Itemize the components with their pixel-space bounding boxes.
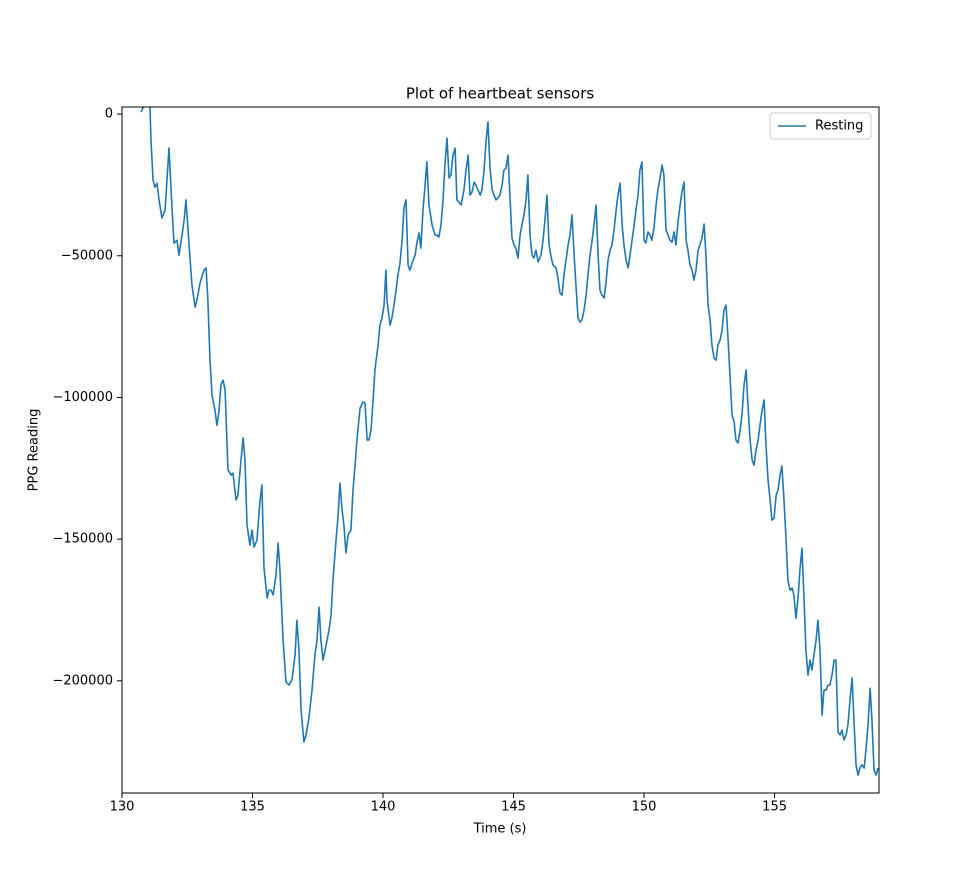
x-tick-label: 140 <box>371 800 396 815</box>
x-tick-label: 155 <box>762 800 787 815</box>
y-tick-label: −200000 <box>52 673 113 688</box>
y-axis-label: PPG Reading <box>27 409 42 492</box>
axes-frame <box>121 106 880 794</box>
x-tick-label: 135 <box>240 800 265 815</box>
y-tick-label: 0 <box>105 107 113 122</box>
x-axis-label: Time (s) <box>473 822 527 837</box>
x-tick-label: 130 <box>110 800 135 815</box>
data-line <box>140 107 879 776</box>
legend-label: Resting <box>815 119 863 134</box>
y-tick-label: −50000 <box>61 248 113 263</box>
y-tick-label: −100000 <box>52 390 113 405</box>
y-tick-label: −150000 <box>52 532 113 547</box>
legend-box <box>769 112 872 140</box>
x-tick-label: 150 <box>632 800 657 815</box>
plot-area <box>140 107 879 776</box>
chart-title: Plot of heartbeat sensors <box>406 85 595 103</box>
x-tick-label: 145 <box>501 800 526 815</box>
